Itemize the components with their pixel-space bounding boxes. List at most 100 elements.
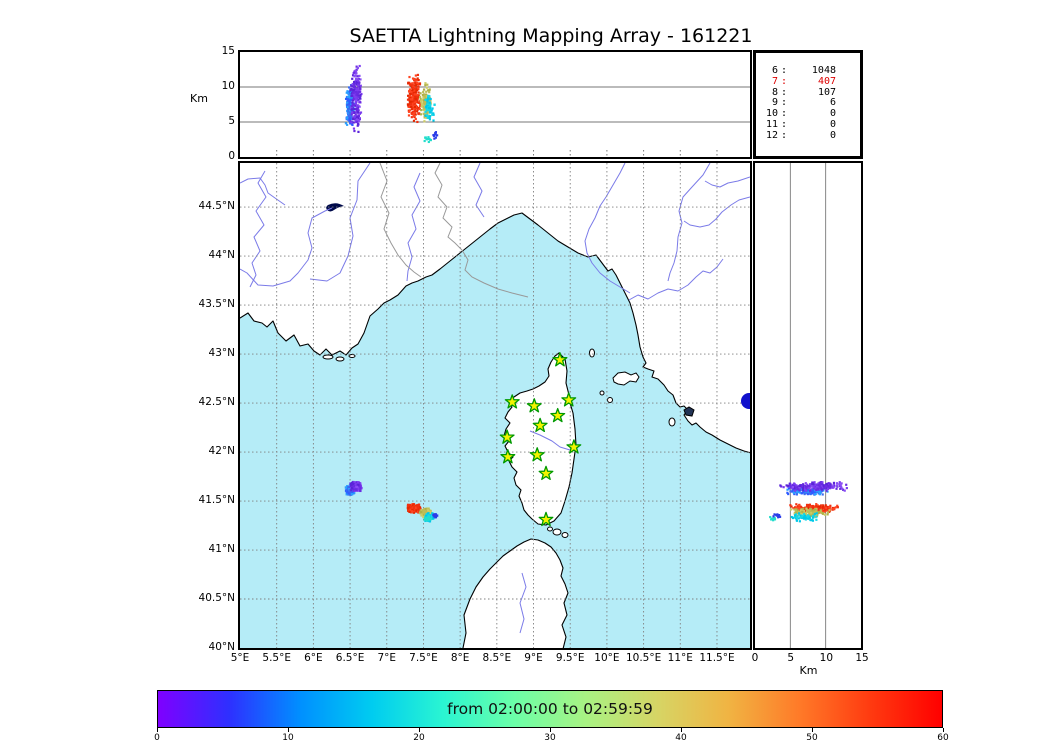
colorbar-tick-label: 30 bbox=[544, 733, 556, 743]
altitude-x-tick: 0 bbox=[751, 652, 759, 664]
lma-station-star-icon bbox=[526, 398, 542, 413]
map-x-tick: 6.5°E bbox=[335, 652, 365, 664]
station-count: 407 bbox=[817, 75, 836, 87]
map-x-tick: 5°E bbox=[230, 652, 250, 664]
map-x-tick: 9.5°E bbox=[555, 652, 585, 664]
lma-station-star-icon bbox=[529, 447, 545, 462]
station-count-row: 11:0 bbox=[756, 118, 860, 131]
map-y-tick: 43°N bbox=[208, 347, 235, 360]
lma-station-star-icon bbox=[561, 392, 577, 407]
map-y-tick: 41.5°N bbox=[198, 494, 235, 507]
altitude-axis-label-bottom: Km bbox=[799, 664, 818, 677]
map-y-tick: 41°N bbox=[208, 543, 235, 556]
station-count-row: 7:407 bbox=[756, 75, 860, 88]
altitude-latitude-panel bbox=[753, 161, 863, 650]
colorbar-tick-label: 40 bbox=[675, 733, 687, 743]
colorbar-label: from 02:00:00 to 02:59:59 bbox=[447, 700, 653, 718]
station-id: 8 bbox=[771, 86, 778, 98]
map-x-tick: 7.5°E bbox=[409, 652, 438, 664]
map-y-tick: 44°N bbox=[208, 249, 235, 262]
station-count: 0 bbox=[829, 118, 836, 130]
map-y-tick: 40°N bbox=[208, 641, 235, 653]
station-count: 6 bbox=[829, 97, 836, 109]
lma-station-star-icon bbox=[552, 352, 568, 367]
map-x-tick: 6°E bbox=[304, 652, 323, 664]
colorbar-tick-label: 10 bbox=[282, 733, 294, 743]
colorbar-tick-label: 50 bbox=[806, 733, 818, 743]
map-x-tick: 8°E bbox=[450, 652, 470, 664]
map-y-tick: 44.5°N bbox=[198, 200, 235, 213]
map-panel bbox=[238, 161, 752, 650]
lma-station-star-icon bbox=[566, 439, 582, 454]
altitude-longitude-plot bbox=[240, 64, 750, 157]
altitude-latitude-plot bbox=[769, 163, 848, 648]
station-count: 0 bbox=[829, 108, 836, 120]
map-x-tick: 10°E bbox=[594, 652, 620, 664]
map-x-tick: 11.5°E bbox=[699, 652, 735, 664]
lma-station-star-icon bbox=[538, 465, 554, 481]
map-x-tick: 10.5°E bbox=[625, 652, 662, 664]
station-id: 9 bbox=[771, 97, 778, 109]
altitude-x-tick: 5 bbox=[787, 652, 794, 664]
station-count: 107 bbox=[817, 86, 836, 98]
map-plot bbox=[240, 163, 750, 648]
colorbar-tick-mark bbox=[812, 728, 813, 732]
lightning-sources-map bbox=[344, 480, 439, 523]
time-colorbar: from 02:00:00 to 02:59:59 bbox=[157, 690, 943, 728]
map-y-tick: 42.5°N bbox=[198, 396, 235, 409]
altitude-x-tick: 15 bbox=[855, 652, 869, 664]
lma-station-star-icon bbox=[532, 417, 548, 433]
altitude-longitude-panel bbox=[238, 50, 752, 159]
colorbar-tick-label: 0 bbox=[154, 733, 160, 743]
lma-station-star-icon bbox=[550, 407, 566, 423]
station-count-row: 8:107 bbox=[756, 86, 860, 99]
small-islands bbox=[322, 348, 695, 538]
colorbar-tick-mark bbox=[943, 728, 944, 732]
station-count-row: 10:0 bbox=[756, 108, 860, 120]
colorbar-tick-mark bbox=[550, 728, 551, 732]
colorbar-tick-mark bbox=[288, 728, 289, 732]
sardinia-island bbox=[462, 538, 569, 648]
station-id: 7 bbox=[771, 75, 778, 87]
altitude-y-tick: 10 bbox=[221, 80, 235, 92]
station-id: 6 bbox=[771, 65, 778, 76]
lightning-sources-top bbox=[344, 64, 439, 144]
lma-station-star-icon bbox=[500, 449, 516, 464]
lma-station-markers bbox=[499, 352, 582, 527]
station-count-table: 6:1048 7:407 8:107 9:6 10:0 11:0 12:0 bbox=[756, 53, 860, 142]
map-y-tick: 40.5°N bbox=[198, 592, 235, 604]
colorbar-tick-label: 60 bbox=[937, 733, 949, 743]
colorbar-tick-label: 20 bbox=[413, 733, 425, 743]
colorbar-tick-mark bbox=[157, 728, 158, 732]
altitude-y-tick: 15 bbox=[221, 45, 235, 57]
station-count-row: 9:6 bbox=[756, 98, 860, 109]
lma-station-star-icon bbox=[538, 511, 554, 527]
map-x-tick: 8.5°E bbox=[482, 652, 512, 664]
colorbar-tick-mark bbox=[681, 728, 682, 732]
colorbar-tick-mark bbox=[419, 728, 420, 732]
lma-station-star-icon bbox=[499, 429, 515, 444]
map-y-tick: 43.5°N bbox=[198, 298, 235, 311]
map-x-tick: 5.5°E bbox=[262, 652, 291, 664]
page-title: SAETTA Lightning Mapping Array - 161221 bbox=[349, 25, 753, 47]
graticule-grid bbox=[240, 163, 750, 648]
altitude-y-tick: 5 bbox=[228, 115, 235, 127]
map-x-tick: 11°E bbox=[667, 652, 693, 664]
map-y-tick: 42°N bbox=[208, 445, 235, 458]
country-borders bbox=[379, 163, 529, 298]
station-id: 12 bbox=[765, 129, 778, 141]
mainland-coast bbox=[240, 163, 750, 454]
map-x-tick: 7°E bbox=[377, 652, 397, 664]
alpine-lake bbox=[326, 203, 344, 212]
station-count-row: 6:1048 bbox=[756, 65, 860, 77]
rivers bbox=[240, 163, 750, 634]
station-count-row: 12:0 bbox=[756, 129, 860, 142]
station-id: 11 bbox=[765, 118, 778, 130]
station-count-panel: 6:1048 7:407 8:107 9:6 10:0 11:0 12:0 bbox=[753, 50, 863, 159]
altitude-axis-label-left: Km bbox=[190, 92, 208, 105]
station-id: 10 bbox=[765, 108, 778, 120]
lightning-sources-right bbox=[769, 481, 848, 523]
map-x-tick: 9°E bbox=[524, 652, 543, 664]
lma-station-star-icon bbox=[504, 394, 520, 409]
